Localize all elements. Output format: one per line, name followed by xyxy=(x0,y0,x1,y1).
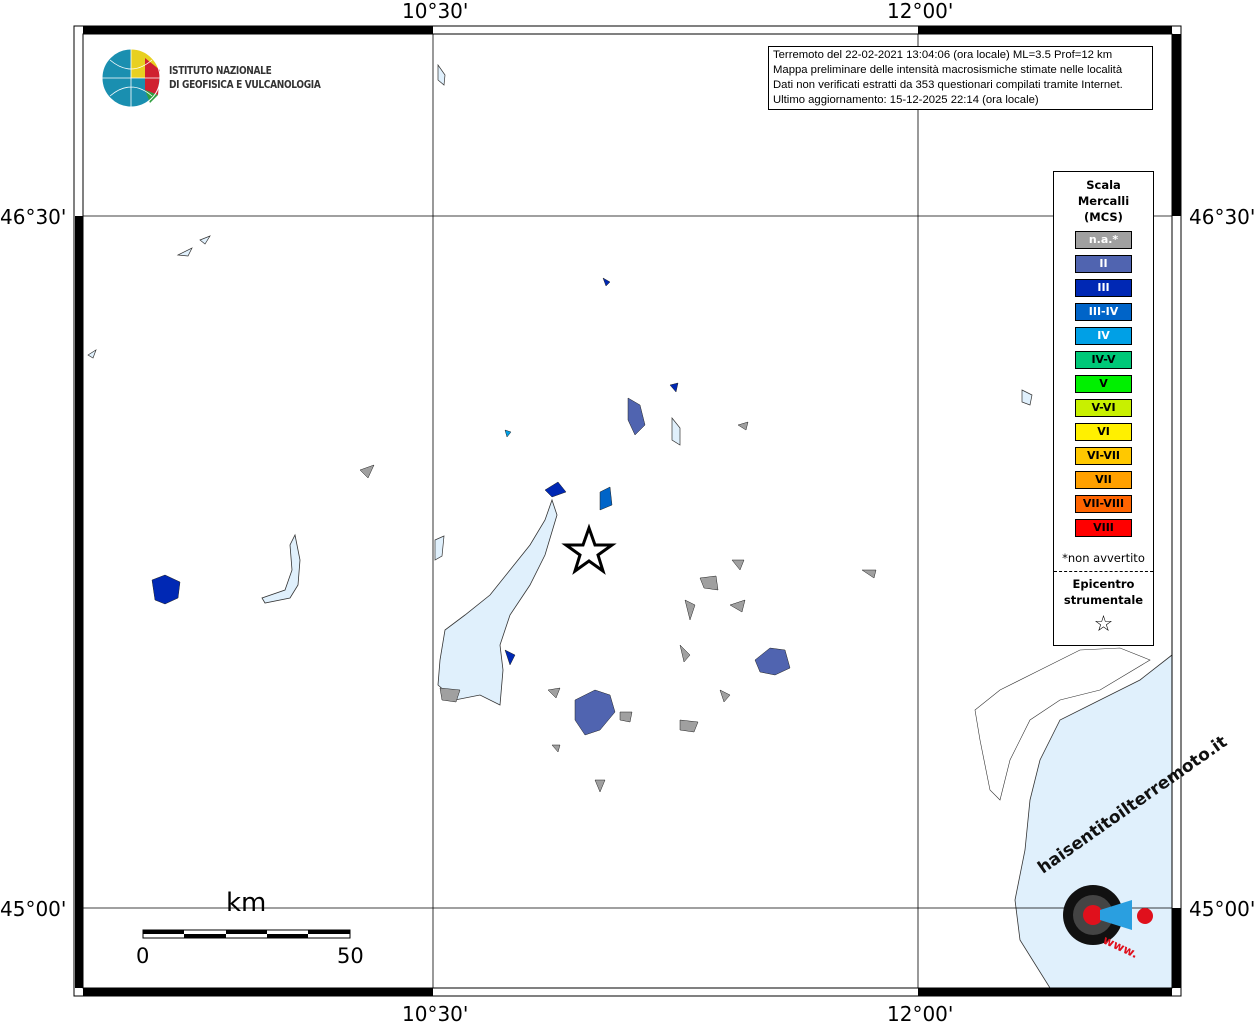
star-icon: ☆ xyxy=(1093,612,1114,637)
map-frame xyxy=(73,25,1182,997)
earthquake-info-box: Terremoto del 22-02-2021 13:04:06 (ora l… xyxy=(768,46,1153,110)
lat-tick-left-2: 45°00' xyxy=(0,897,67,921)
lake-iseo xyxy=(261,533,301,604)
scale-min: 0 xyxy=(136,944,150,968)
logo-line: DI GEOFISICA E VULCANOLOGIA xyxy=(169,78,321,91)
legend-swatch-iii-iv: III-IV xyxy=(1075,303,1132,321)
legend-note: *non avvertito xyxy=(1062,551,1145,565)
epicenter-legend: Epicentro strumentale xyxy=(1054,576,1153,608)
legend-swatch-viii: VIII xyxy=(1075,519,1132,537)
info-line: Terremoto del 22-02-2021 13:04:06 (ora l… xyxy=(773,49,1113,61)
lat-tick-right-2: 45°00' xyxy=(1189,897,1255,921)
mcs-legend: Scala Mercalli (MCS) n.a.* II III III-IV IV I… xyxy=(1053,171,1154,646)
ingv-logo-icon xyxy=(101,48,161,108)
graticule xyxy=(83,34,1172,988)
ingv-logo-text: ISTITUTO NAZIONALE DI GEOFISICA E VULCAN… xyxy=(169,64,321,92)
info-line: Ultimo aggiornamento: 15-12-2025 22:14 (… xyxy=(773,94,1039,106)
legend-swatches: n.a.* II III III-IV IV IV-V V V-VI VI VI-VII VII VI… xyxy=(1054,231,1153,537)
lon-tick-top-1: 10°30' xyxy=(402,0,469,23)
legend-swatch-vii-viii: VII-VIII xyxy=(1075,495,1132,513)
scale-bar xyxy=(142,929,351,939)
epicenter-label: Epicentro xyxy=(1072,577,1135,591)
intensity-areas xyxy=(151,277,877,793)
epicenter-star-icon xyxy=(561,523,617,575)
epicenter-label: strumentale xyxy=(1063,593,1144,607)
scale-unit: km xyxy=(226,888,267,918)
scale-max: 50 xyxy=(337,944,364,968)
info-line: Mappa preliminare delle intensità macros… xyxy=(773,64,1123,76)
legend-swatch-iii: III xyxy=(1075,279,1132,297)
lat-tick-right-1: 46°30' xyxy=(1189,205,1255,229)
legend-title: Scala Mercalli (MCS) xyxy=(1054,177,1153,225)
lake-garda xyxy=(437,498,558,706)
lat-tick-left-1: 46°30' xyxy=(0,205,67,229)
venice-lagoon xyxy=(974,647,1151,801)
legend-swatch-iv-v: IV-V xyxy=(1075,351,1132,369)
haisentito-logo-icon xyxy=(1063,885,1153,945)
legend-swatch-n-a-: n.a.* xyxy=(1075,231,1132,249)
legend-swatch-v-vi: V-VI xyxy=(1075,399,1132,417)
legend-swatch-v: V xyxy=(1075,375,1132,393)
lon-tick-bottom-1: 10°30' xyxy=(402,1002,469,1024)
legend-title-line: Mercalli xyxy=(1077,194,1130,208)
legend-swatch-vi-vii: VI-VII xyxy=(1075,447,1132,465)
legend-title-line: Scala xyxy=(1086,178,1121,192)
legend-swatch-iv: IV xyxy=(1075,327,1132,345)
legend-swatch-vii: VII xyxy=(1075,471,1132,489)
logo-line: ISTITUTO NAZIONALE xyxy=(169,64,272,77)
lon-tick-bottom-2: 12°00' xyxy=(887,1002,954,1024)
legend-swatch-vi: VI xyxy=(1075,423,1132,441)
legend-title-line: (MCS) xyxy=(1084,210,1123,224)
legend-swatch-ii: II xyxy=(1075,255,1132,273)
lon-tick-top-2: 12°00' xyxy=(887,0,954,23)
info-line: Dati non verificati estratti da 353 ques… xyxy=(773,79,1123,91)
legend-divider xyxy=(1054,571,1153,572)
